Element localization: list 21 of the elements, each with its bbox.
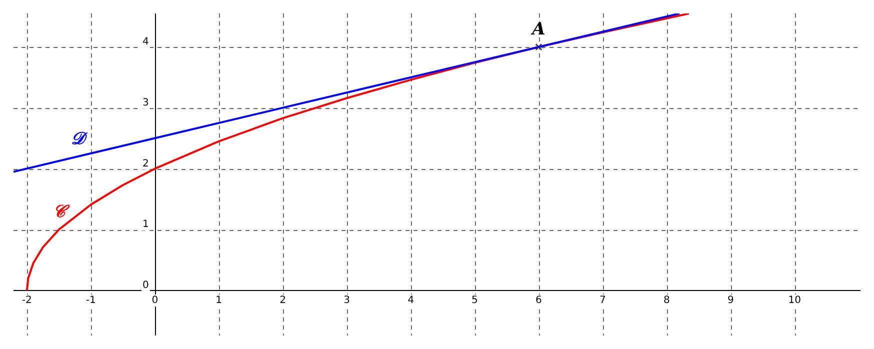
- x-tick-label: 8: [663, 295, 670, 306]
- x-tick-label: -2: [22, 295, 32, 306]
- annotation: 𝒞: [52, 202, 70, 222]
- y-tick-label: 2: [142, 158, 149, 170]
- x-tick-label: 2: [280, 295, 286, 306]
- x-tick-label: 4: [408, 295, 414, 306]
- x-tick-label: 5: [472, 295, 478, 306]
- x-tick-label: 7: [600, 295, 606, 306]
- annotation: 𝒟: [71, 128, 88, 149]
- annotation: A: [530, 19, 546, 40]
- x-tick-label: 10: [788, 295, 801, 306]
- x-tick-label: 9: [727, 295, 734, 306]
- x-tick-label: 3: [344, 295, 350, 306]
- x-tick-label: 1: [216, 295, 222, 306]
- y-tick-label: 3: [142, 97, 149, 108]
- x-tick-label: 0: [152, 295, 158, 306]
- y-tick-label: 1: [142, 219, 149, 230]
- y-tick-label: 4: [142, 36, 149, 48]
- x-tick-label: 6: [536, 295, 542, 306]
- x-tick-label: -1: [86, 295, 96, 306]
- y-tick-label: 0: [142, 280, 149, 292]
